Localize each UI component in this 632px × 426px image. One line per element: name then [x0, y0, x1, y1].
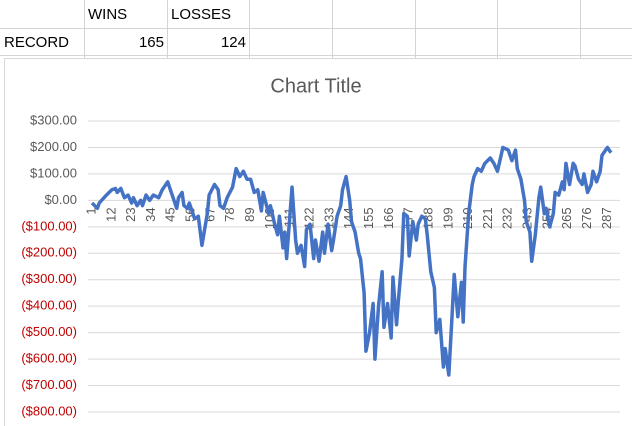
chart-area[interactable] — [4, 58, 632, 426]
y-tick-label: ($300.00) — [21, 271, 77, 286]
x-tick-label: 23 — [123, 207, 138, 221]
y-tick-label: ($100.00) — [21, 218, 77, 233]
x-tick-label: 122 — [301, 207, 316, 229]
x-tick-label: 12 — [103, 207, 118, 221]
cell-header[interactable]: LOSSES — [171, 6, 232, 23]
cell-value[interactable]: 165 — [138, 34, 164, 51]
cell-value[interactable]: 124 — [220, 34, 246, 51]
x-tick-label: 34 — [143, 207, 158, 221]
cell-header[interactable]: WINS — [88, 6, 128, 23]
x-tick-label: 89 — [242, 207, 257, 221]
x-tick-label: 133 — [321, 207, 336, 229]
x-tick-label: 287 — [599, 207, 614, 229]
y-tick-label: $300.00 — [30, 112, 77, 127]
y-tick-label: ($700.00) — [21, 377, 77, 392]
chart-title: Chart Title — [270, 75, 361, 97]
x-tick-label: 1 — [83, 207, 98, 214]
x-tick-label: 166 — [381, 207, 396, 229]
y-tick-label: $0.00 — [44, 192, 77, 207]
y-tick-label: ($200.00) — [21, 245, 77, 260]
x-tick-label: 221 — [480, 207, 495, 229]
y-tick-label: ($800.00) — [21, 403, 77, 418]
data-line — [90, 145, 613, 377]
x-tick-label: 199 — [440, 207, 455, 229]
y-tick-label: $100.00 — [30, 165, 77, 180]
y-tick-label: $200.00 — [30, 139, 77, 154]
x-tick-label: 232 — [500, 207, 515, 229]
y-tick-label: ($500.00) — [21, 324, 77, 339]
x-tick-label: 45 — [163, 207, 178, 221]
x-tick-label: 78 — [222, 207, 237, 221]
cell-label[interactable]: RECORD — [4, 34, 70, 51]
y-tick-label: ($600.00) — [21, 351, 77, 366]
x-tick-label: 265 — [559, 207, 574, 229]
x-tick-label: 155 — [361, 207, 376, 229]
x-tick-label: 276 — [579, 207, 594, 229]
y-tick-label: ($400.00) — [21, 298, 77, 313]
